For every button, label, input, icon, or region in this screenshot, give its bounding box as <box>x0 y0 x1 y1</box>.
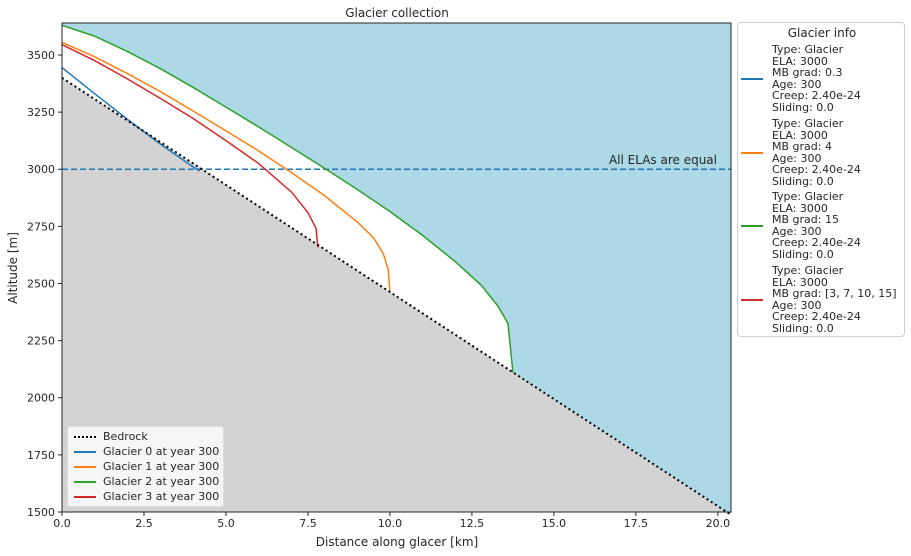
info-age: Age: 300 <box>772 151 822 165</box>
glacier-1-line <box>61 41 391 293</box>
info-type: Type: Glacier <box>772 43 844 56</box>
legend-item-glacier-2: Glacier 2 at year 300 <box>68 474 225 489</box>
bedrock-fill <box>62 77 731 515</box>
glacier-info-legend: Glacier info Type: Glacier ELA: 3000 MB … <box>737 22 905 337</box>
info-swatch-glacier-0 <box>741 78 763 80</box>
x-tick-label: 17.5 <box>624 517 649 530</box>
info-mb-grad: MB grad: [3, 7, 10, 15] <box>772 287 897 301</box>
info-lines: Type: Glacier ELA: 3000 MB grad: 0.3 Age… <box>772 44 861 114</box>
x-tick-label: 2.5 <box>135 517 153 530</box>
info-ela: ELA: 3000 <box>772 201 828 215</box>
y-tick-label: 3000 <box>27 163 55 176</box>
x-tick-label: 7.5 <box>299 517 317 530</box>
y-tick-label: 1750 <box>27 449 55 462</box>
info-swatch-glacier-3 <box>741 299 763 301</box>
legend-label: Bedrock <box>103 430 148 443</box>
info-entry-glacier-1: Type: Glacier ELA: 3000 MB grad: 4 Age: … <box>738 118 906 192</box>
x-axis-label: Distance along glacer [km] <box>316 535 478 549</box>
y-tick-label: 2000 <box>27 392 55 405</box>
legend-label: Glacier 2 at year 300 <box>103 475 220 488</box>
legend-swatch-glacier-3 <box>74 496 96 498</box>
info-creep: Creep: 2.40e-24 <box>772 89 861 103</box>
info-sliding: Sliding: 0.0 <box>772 100 834 114</box>
info-ela: ELA: 3000 <box>772 54 828 68</box>
glacier-3-line <box>61 44 319 248</box>
legend-label: Glacier 3 at year 300 <box>103 490 220 503</box>
x-tick-label: 5.0 <box>217 517 235 530</box>
chart-title: Glacier collection <box>345 6 449 20</box>
info-mb-grad: MB grad: 15 <box>772 213 839 227</box>
legend-title: Glacier info <box>787 26 857 40</box>
info-swatch-glacier-1 <box>741 152 763 154</box>
info-lines: Type: Glacier ELA: 3000 MB grad: 15 Age:… <box>772 191 861 261</box>
legend-item-bedrock: Bedrock <box>68 429 225 444</box>
info-mb-grad: MB grad: 0.3 <box>772 66 843 80</box>
info-ela: ELA: 3000 <box>772 275 828 289</box>
glacier-0-line <box>61 66 201 172</box>
info-entry-glacier-2: Type: Glacier ELA: 3000 MB grad: 15 Age:… <box>738 191 906 265</box>
ice-area <box>62 25 513 373</box>
plot-frame <box>61 22 732 513</box>
y-axis-label: Altitude [m] <box>6 232 20 304</box>
info-creep: Creep: 2.40e-24 <box>772 163 861 177</box>
axes: 0.0 2.5 5.0 7.5 10.0 12.5 15.0 17.5 20.0 1500 1750… <box>27 22 732 530</box>
y-tick-label: 2250 <box>27 335 55 348</box>
info-swatch-glacier-2 <box>741 225 763 227</box>
y-tick-label: 3500 <box>27 49 55 62</box>
info-lines: Type: Glacier ELA: 3000 MB grad: [3, 7, … <box>772 265 897 335</box>
info-type: Type: Glacier <box>772 264 844 277</box>
series-legend: Bedrock Glacier 0 at year 300 Glacier 1 … <box>67 426 224 507</box>
x-tick-label: 10.0 <box>378 517 403 530</box>
info-sliding: Sliding: 0.0 <box>772 321 834 335</box>
y-tick-label: 1500 <box>27 506 55 519</box>
info-entry-glacier-0: Type: Glacier ELA: 3000 MB grad: 0.3 Age… <box>738 44 906 118</box>
legend-item-glacier-0: Glacier 0 at year 300 <box>68 444 225 459</box>
legend-swatch-glacier-2 <box>74 481 96 483</box>
y-tick-label: 2750 <box>27 220 55 233</box>
info-sliding: Sliding: 0.0 <box>772 174 834 188</box>
y-tick-label: 3250 <box>27 106 55 119</box>
info-age: Age: 300 <box>772 298 822 312</box>
x-tick-label: 12.5 <box>460 517 485 530</box>
info-lines: Type: Glacier ELA: 3000 MB grad: 4 Age: … <box>772 118 861 188</box>
bedrock-line <box>61 77 732 516</box>
y-tick-label: 2500 <box>27 277 55 290</box>
legend-swatch-glacier-0 <box>74 451 96 453</box>
glacier-2-line <box>61 24 514 373</box>
info-creep: Creep: 2.40e-24 <box>772 236 861 250</box>
info-type: Type: Glacier <box>772 190 844 203</box>
ela-annotation: All ELAs are equal <box>609 153 717 167</box>
info-mb-grad: MB grad: 4 <box>772 140 832 154</box>
x-tick-label: 20.0 <box>706 517 731 530</box>
x-tick-label: 0.0 <box>53 517 71 530</box>
legend-swatch-glacier-1 <box>74 466 96 468</box>
legend-swatch-bedrock <box>74 436 96 438</box>
legend-label: Glacier 1 at year 300 <box>103 460 220 473</box>
info-age: Age: 300 <box>772 77 822 91</box>
info-sliding: Sliding: 0.0 <box>772 247 834 261</box>
info-age: Age: 300 <box>772 224 822 238</box>
legend-item-glacier-3: Glacier 3 at year 300 <box>68 489 225 504</box>
x-tick-label: 15.0 <box>542 517 567 530</box>
info-type: Type: Glacier <box>772 117 844 130</box>
info-creep: Creep: 2.40e-24 <box>772 310 861 324</box>
info-entry-glacier-3: Type: Glacier ELA: 3000 MB grad: [3, 7, … <box>738 265 906 339</box>
legend-label: Glacier 0 at year 300 <box>103 445 220 458</box>
info-ela: ELA: 3000 <box>772 128 828 142</box>
legend-item-glacier-1: Glacier 1 at year 300 <box>68 459 225 474</box>
